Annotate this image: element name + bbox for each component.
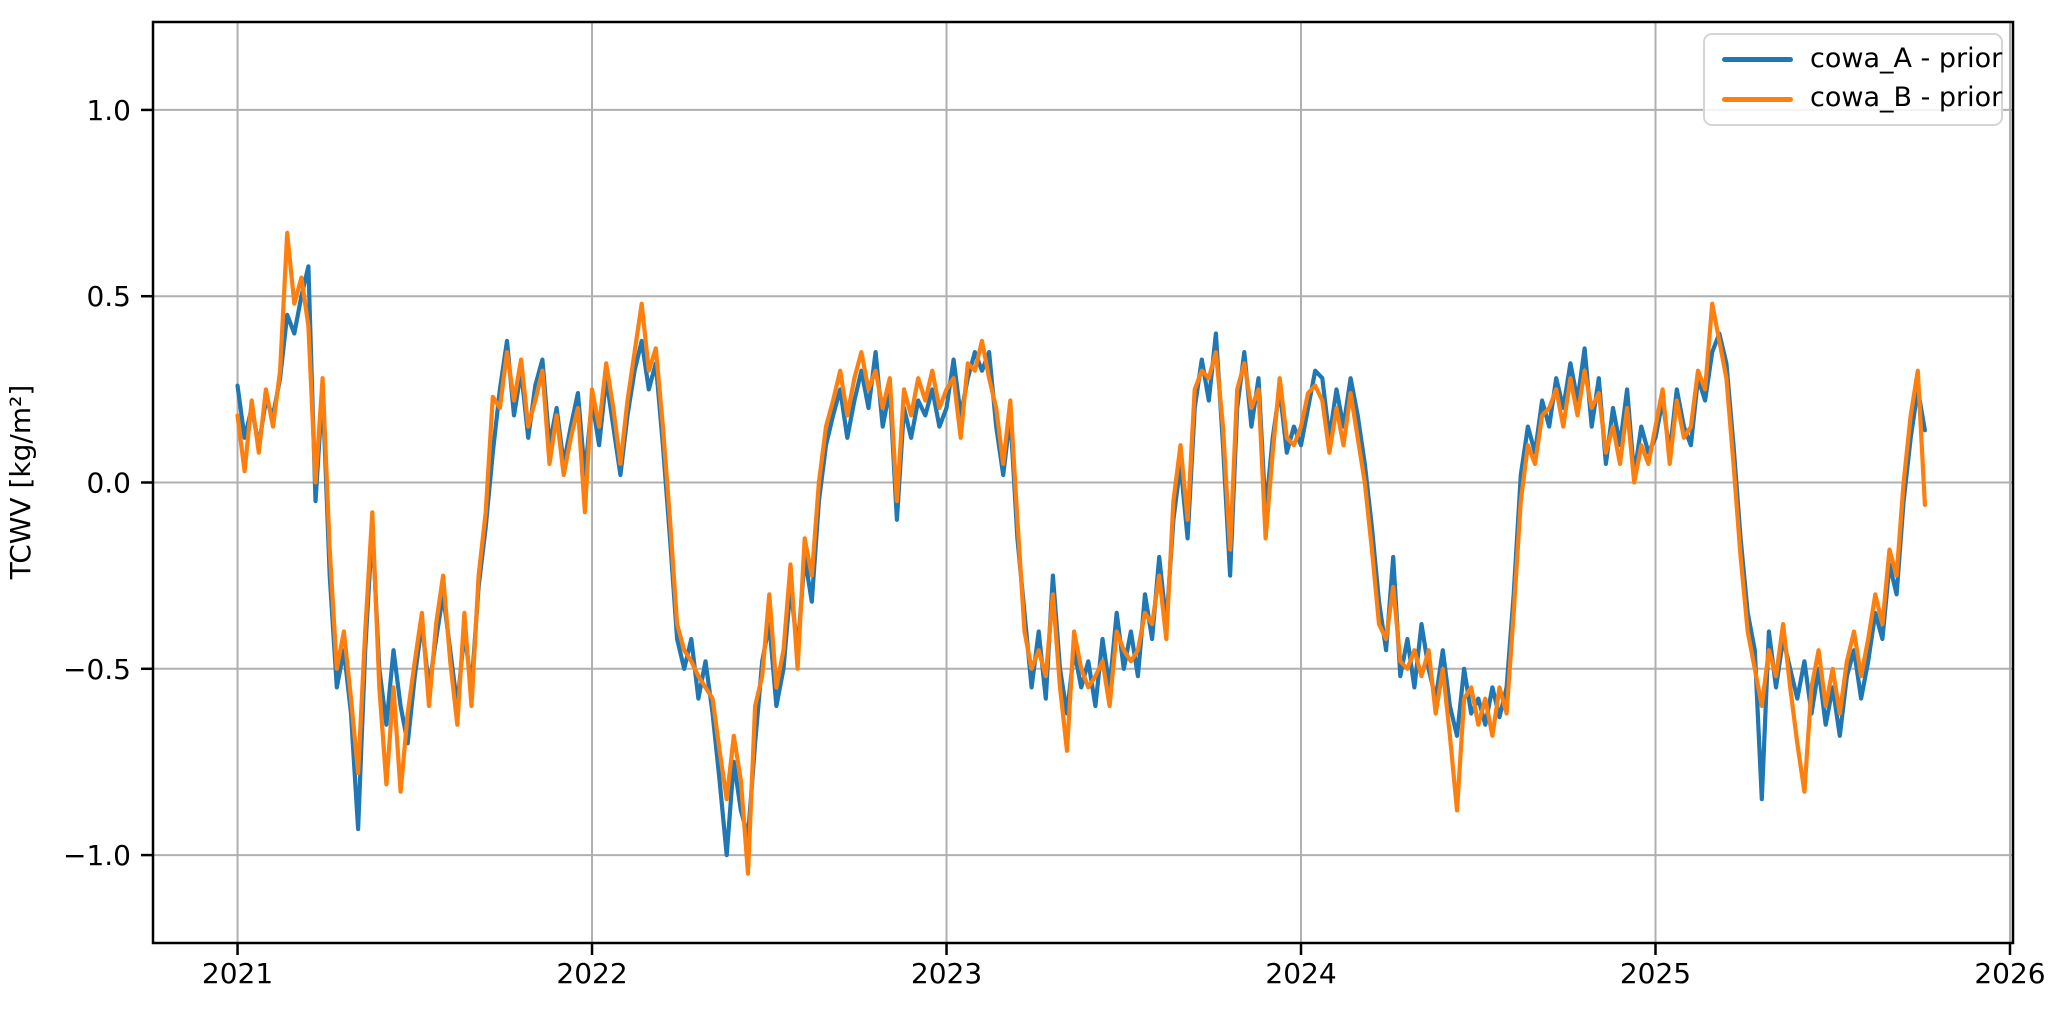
- series-line-1: [235, 230, 1928, 876]
- series-line-0: [235, 264, 1928, 858]
- x-tick-label: 2025: [1620, 957, 1691, 990]
- x-tick-label: 2023: [911, 957, 982, 990]
- y-tick-label: −1.0: [63, 839, 131, 872]
- x-tick-label: 2022: [556, 957, 627, 990]
- y-tick-label: −0.5: [63, 653, 131, 686]
- legend-label-a: cowa_A - prior: [1810, 42, 2003, 74]
- gridlines: [153, 22, 2013, 943]
- legend-line-sample-a: [1722, 57, 1793, 63]
- legend-label-b: cowa_B - prior: [1810, 82, 2003, 114]
- x-tick-label: 2024: [1265, 957, 1336, 990]
- legend-item-cowa-a: cowa_A - prior: [1722, 42, 2003, 75]
- y-tick-label: 0.0: [86, 467, 131, 500]
- x-tick-label: 2021: [202, 957, 273, 990]
- y-axis-ticks: 1.0 0.5 0.0 −0.5 −1.0: [63, 94, 153, 872]
- x-tick-label: 2026: [1974, 957, 2045, 990]
- legend-line-sample-b: [1722, 96, 1793, 102]
- y-tick-label: 1.0: [86, 94, 131, 127]
- x-axis-ticks: 2021 2022 2023 2024 2025 2026: [202, 943, 2046, 990]
- y-tick-label: 0.5: [86, 280, 131, 313]
- y-axis-label: TCWV [kg/m²]: [4, 385, 37, 581]
- series-lines: [235, 230, 1928, 876]
- legend: cowa_A - prior cowa_B - prior: [1703, 33, 2003, 126]
- legend-item-cowa-b: cowa_B - prior: [1722, 82, 2003, 114]
